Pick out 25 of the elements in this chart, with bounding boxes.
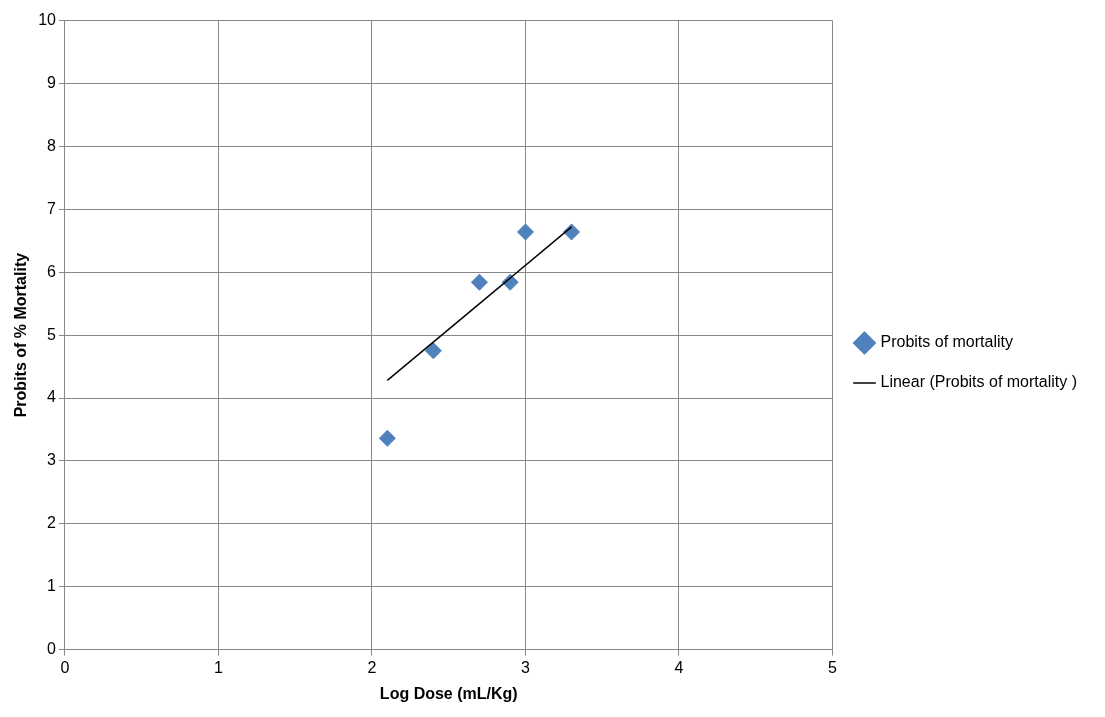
- x-tick-label: 0: [60, 658, 70, 676]
- y-tick-label: 10: [38, 11, 57, 29]
- y-tick-label: 2: [47, 514, 57, 532]
- y-tick-label: 3: [47, 451, 57, 469]
- legend-label: Probits of mortality: [880, 333, 1013, 351]
- y-tick-label: 4: [47, 388, 57, 406]
- y-tick-label: 8: [47, 136, 57, 154]
- x-tick-label: 3: [521, 658, 531, 676]
- y-tick-label: 1: [47, 577, 57, 595]
- x-tick-label: 5: [828, 658, 838, 676]
- point: [424, 342, 442, 360]
- y-tick-label: 9: [47, 73, 57, 91]
- point: [470, 273, 488, 291]
- x-tick-label: 1: [214, 658, 224, 676]
- y-tick-label: 5: [47, 325, 57, 343]
- y-tick-label: 0: [47, 640, 57, 658]
- legend-label: Linear (Probits of mortality ): [880, 373, 1078, 391]
- x-tick-label: 4: [674, 658, 684, 676]
- point: [516, 223, 534, 241]
- x-tick-label: 2: [367, 658, 377, 676]
- y-tick-label: 6: [47, 262, 57, 280]
- point: [378, 429, 396, 447]
- y-tick-label: 7: [47, 199, 57, 217]
- y-axis-title: Probits of % Mortality: [12, 252, 30, 418]
- x-axis-title: Log Dose (mL/Kg): [379, 684, 518, 702]
